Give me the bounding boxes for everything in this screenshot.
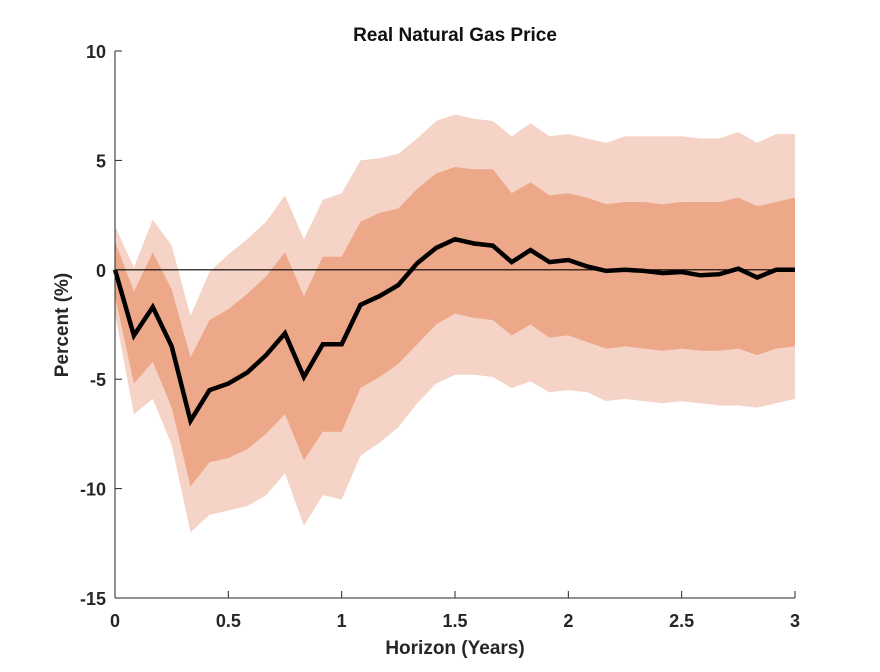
y-tick-label: 10 [86, 42, 106, 62]
x-tick-label: 3 [790, 611, 800, 631]
y-tick-label: -15 [80, 589, 106, 609]
x-tick-label: 1.5 [442, 611, 467, 631]
x-tick-label: 2 [563, 611, 573, 631]
x-tick-label: 0 [110, 611, 120, 631]
y-tick-label: -5 [90, 370, 106, 390]
y-tick-label: 0 [96, 261, 106, 281]
axes [114, 50, 796, 599]
chart-title: Real Natural Gas Price [353, 25, 557, 46]
y-axis-label: Percent (%) [52, 273, 73, 378]
x-tick-label: 0.5 [216, 611, 241, 631]
median-response-line [112, 236, 795, 427]
x-tick-label: 2.5 [669, 611, 694, 631]
inner-confidence-band [115, 167, 795, 487]
y-tick-label: 5 [96, 151, 106, 171]
plot-area [112, 114, 795, 533]
y-tick-label: -10 [80, 480, 106, 500]
tick-labels: 0 0.5 1 1.5 2 2.5 3 10 5 0 -5 -10 -15 [80, 42, 800, 631]
x-axis-label: Horizon (Years) [385, 638, 524, 659]
x-tick-label: 1 [337, 611, 347, 631]
